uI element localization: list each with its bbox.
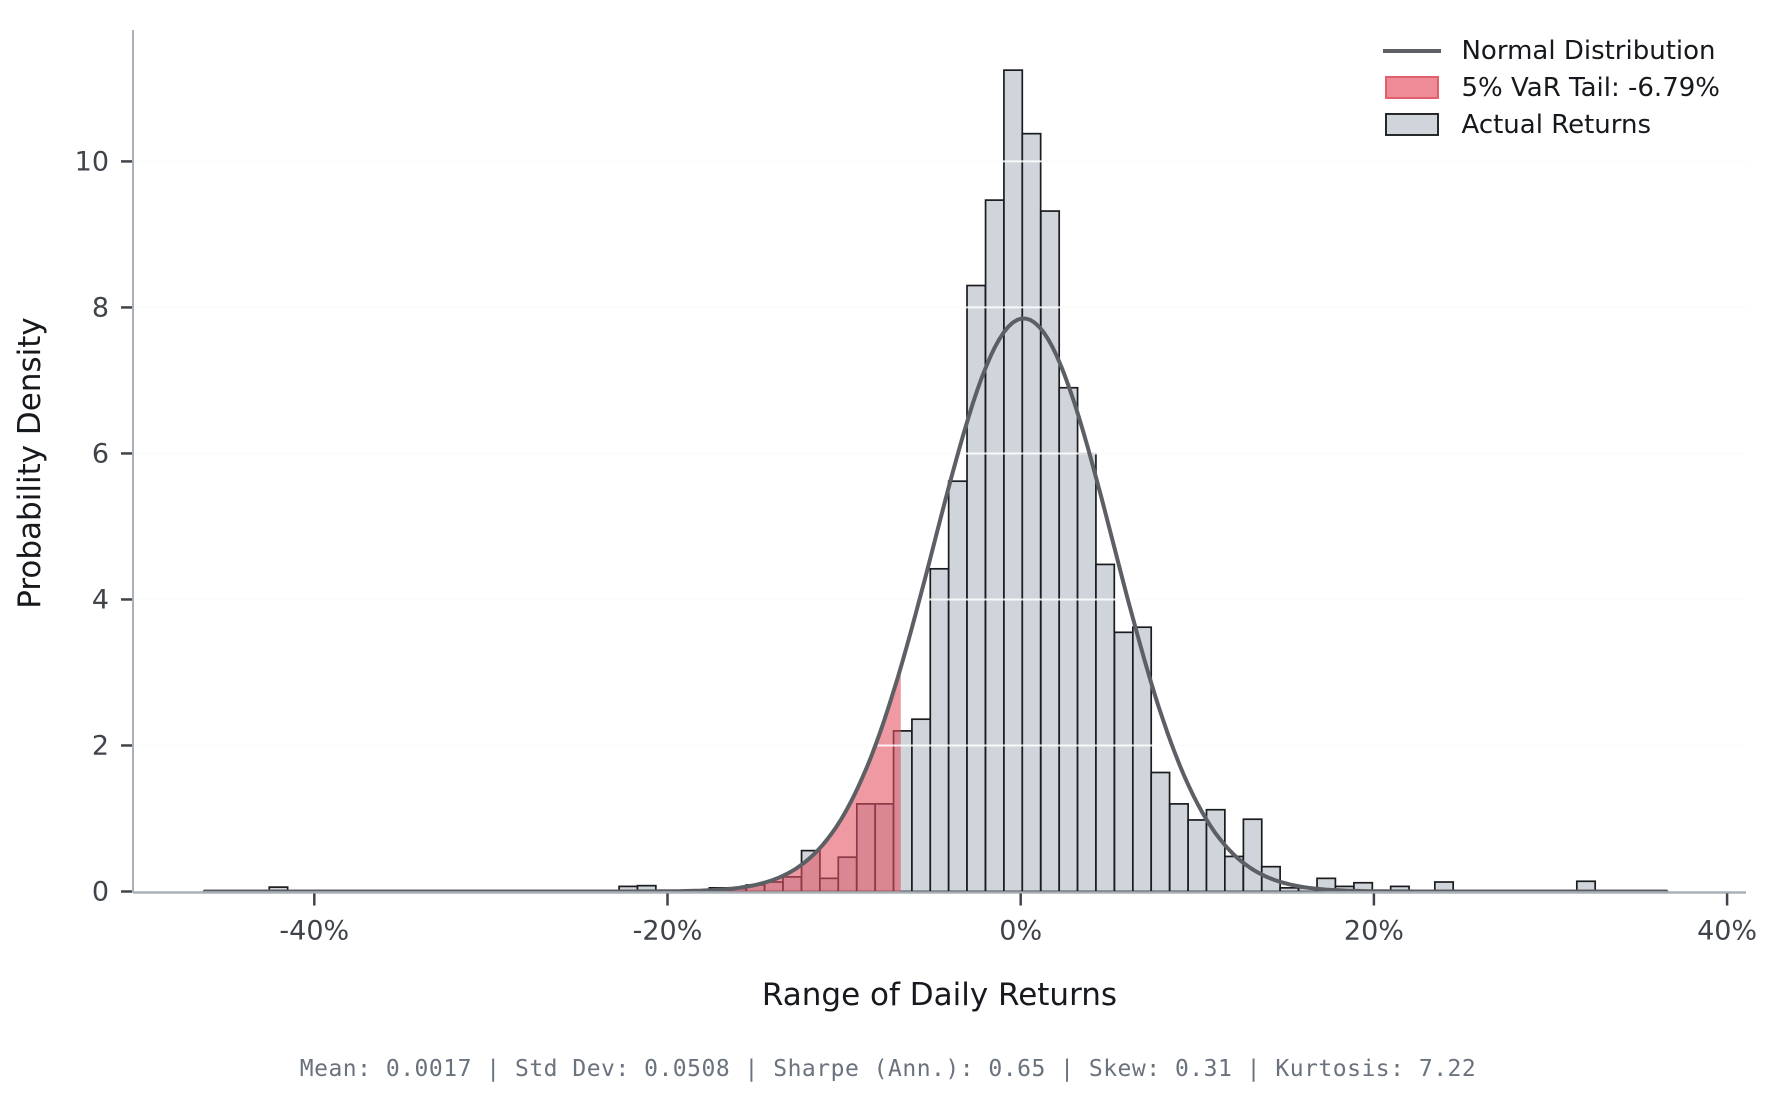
y-axis-label: Probability Density xyxy=(12,317,48,609)
histogram-bar xyxy=(1150,771,1171,893)
histogram-bar xyxy=(1187,819,1208,893)
histogram-bar xyxy=(1003,69,1024,893)
x-tick-label: 0% xyxy=(999,916,1042,947)
normal-distribution-line-swatch xyxy=(1383,48,1442,53)
legend-item-var-tail: 5% VaR Tail: -6.79% xyxy=(1383,72,1720,103)
x-tick-label: -20% xyxy=(633,916,703,947)
histogram-bar xyxy=(1168,803,1189,893)
y-tick-label: 10 xyxy=(75,146,109,177)
histogram-bar xyxy=(1021,132,1042,893)
legend-label: Actual Returns xyxy=(1461,109,1652,140)
histogram-bar xyxy=(947,480,968,893)
x-tick-label: 20% xyxy=(1344,916,1404,947)
histogram-bar xyxy=(1113,631,1134,893)
x-axis-label: Range of Daily Returns xyxy=(761,977,1118,1013)
histogram-bar xyxy=(984,199,1005,893)
y-tick-label: 0 xyxy=(92,877,109,908)
histogram-bar xyxy=(929,567,950,893)
var-tail-patch-swatch xyxy=(1383,76,1441,99)
legend: Normal Distribution 5% VaR Tail: -6.79% … xyxy=(1383,35,1720,140)
y-tick-label: 8 xyxy=(92,292,109,323)
x-tick-label: 40% xyxy=(1697,916,1757,947)
var-tail-shaded-region xyxy=(204,667,901,892)
stats-footer: Mean: 0.0017 | Std Dev: 0.0508 | Sharpe … xyxy=(299,1056,1477,1082)
legend-item-normal-distribution: Normal Distribution xyxy=(1383,35,1720,66)
legend-label: 5% VaR Tail: -6.79% xyxy=(1461,72,1720,103)
y-tick-label: 2 xyxy=(92,730,109,761)
actual-returns-patch-swatch xyxy=(1383,113,1441,136)
histogram-bar xyxy=(1039,210,1061,893)
x-tick-label: -40% xyxy=(279,916,349,947)
histogram-bar xyxy=(1279,886,1300,893)
histogram-bar xyxy=(1242,818,1263,893)
legend-item-actual-returns: Actual Returns xyxy=(1383,109,1720,140)
legend-label: Normal Distribution xyxy=(1461,35,1716,66)
y-tick-label: 4 xyxy=(92,584,109,615)
histogram-bar xyxy=(1058,386,1079,893)
histogram-bar xyxy=(1095,563,1116,893)
histogram-bar xyxy=(1076,452,1097,893)
y-tick-label: 6 xyxy=(92,438,109,469)
